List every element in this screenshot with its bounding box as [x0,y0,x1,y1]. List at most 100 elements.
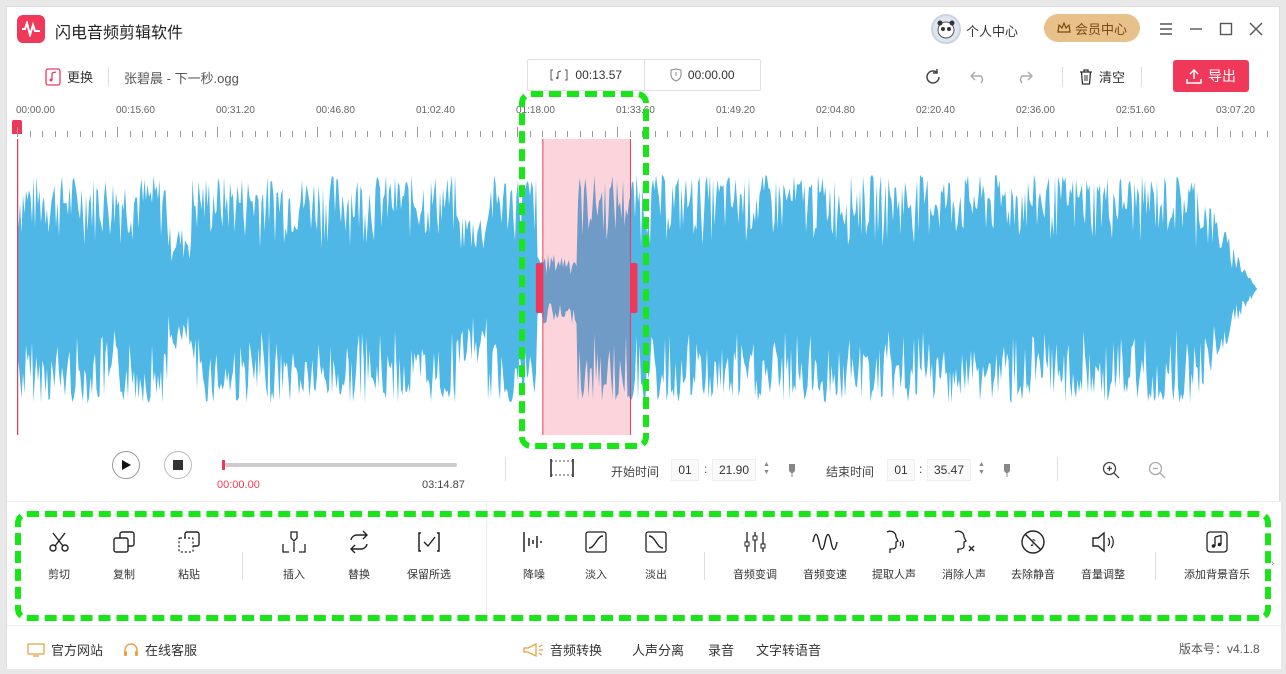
tool-insert[interactable]: 插入 [259,528,329,582]
record-link[interactable]: 录音 [708,643,735,658]
tool-volume[interactable]: 音量调整 [1068,528,1138,582]
ruler-label: 01:49.20 [716,105,755,116]
ruler-tick [829,131,831,137]
ruler-tick [1217,127,1218,137]
play-button[interactable] [112,451,140,479]
zoom-in-icon[interactable] [1102,461,1120,482]
separate-link[interactable]: 人声分离 [632,643,685,658]
ruler-tick [767,131,768,137]
undo-icon[interactable] [967,65,991,89]
tool-replace[interactable]: 替换 [324,528,394,582]
time-ruler[interactable]: 00:00.00 00:15.60 00:31.20 00:46.80 01:02.40… [7,103,1281,139]
divider [1062,67,1063,87]
tool-label: 音量调整 [1081,569,1125,581]
tool-remove-vocal[interactable]: 消除人声 [929,528,999,582]
divider [242,552,243,580]
start-second-input[interactable]: 21.90 [712,459,756,481]
stop-button[interactable] [164,451,192,479]
start-minute-input[interactable]: 01 [671,459,699,481]
ruler-tick [1229,131,1231,137]
tool-add-bgm[interactable]: 添加背景音乐 [1182,528,1252,582]
volume-icon [1089,528,1117,556]
end-pin-icon[interactable] [1002,463,1012,480]
menu-icon[interactable] [1154,17,1178,41]
ruler-tick [1242,131,1243,137]
close-icon[interactable] [1244,17,1268,41]
minimize-icon[interactable] [1184,17,1208,41]
end-stepper[interactable]: ▲ ▼ [978,461,985,476]
end-minute-input[interactable]: 01 [887,459,915,481]
website-link[interactable]: 官方网站 [27,640,103,659]
convert-link[interactable]: 音频转换 [522,640,602,659]
tool-cut[interactable]: 剪切 [24,528,94,582]
tts-link[interactable]: 文字转语音 [756,643,822,658]
divider [704,552,705,580]
ruler-tick [1029,131,1031,137]
tool-label: 粘贴 [178,569,200,581]
selection-length: 00:13.57 [528,60,644,90]
scroll-right-icon[interactable]: › [1271,558,1275,569]
maximize-icon[interactable] [1214,17,1238,41]
selection-region[interactable] [542,139,631,435]
ruler-tick [92,131,93,137]
ruler-tick [504,131,506,137]
selection-end-handle[interactable] [630,263,638,313]
tool-extract-vocal[interactable]: 提取人声 [859,528,929,582]
ruler-tick [1004,131,1006,137]
user-center-link[interactable]: 个人中心 [966,24,1019,39]
export-button[interactable]: 导出 [1173,60,1249,92]
ruler-tick [1054,131,1056,137]
ruler-tick [192,131,193,137]
start-colon: : [704,462,708,476]
play-icon [122,460,131,470]
selection-start-handle[interactable] [535,263,543,313]
end-second-input[interactable]: 35.47 [927,459,971,481]
progress-handle[interactable] [222,460,225,470]
vip-center-button[interactable]: 会员中心 [1044,14,1140,42]
avatar[interactable] [931,14,961,44]
ruler-label: 01:02.40 [416,105,455,116]
ruler-tick [1067,131,1068,137]
tool-copy[interactable]: 复制 [89,528,159,582]
tool-pitch[interactable]: 音频变调 [720,528,790,582]
start-pin-icon[interactable] [787,463,797,480]
ruler-tick [229,131,231,137]
ruler-tick [179,131,181,137]
tool-fade-out[interactable]: 淡出 [621,528,691,582]
tool-paste[interactable]: 粘贴 [154,528,224,582]
ruler-tick [679,131,681,137]
replace-label: 更换 [67,70,94,85]
tool-label: 音频变速 [803,569,847,581]
support-link[interactable]: 在线客服 [123,640,197,659]
progress-track[interactable] [222,460,457,470]
ruler-tick [479,131,481,137]
ruler-tick [817,127,818,137]
ruler-tick [1079,131,1081,137]
ruler-tick [1167,131,1168,137]
ruler-tick [117,127,118,137]
tool-keep-selection[interactable]: 保留所选 [394,528,464,582]
zoom-out-icon[interactable] [1148,461,1166,482]
ruler-label: 00:15.60 [116,105,155,116]
tool-label: 复制 [113,569,135,581]
ruler-tick [917,127,918,137]
refresh-icon[interactable] [921,65,945,89]
tool-speed[interactable]: 音频变速 [790,528,860,582]
waveform[interactable] [17,139,1269,435]
clear-button[interactable]: 清空 [1079,67,1125,86]
ruler-tick [942,131,943,137]
tool-label: 插入 [283,569,305,581]
divider [108,67,109,87]
tool-label: 提取人声 [872,569,916,581]
tool-fade-in[interactable]: 淡入 [561,528,631,582]
tool-label: 降噪 [523,569,545,581]
start-stepper[interactable]: ▲ ▼ [763,461,770,476]
app-window: 闪电音频剪辑软件 个人中心 会员中心 更换 张碧晨 - 下一秒.ogg [6,6,1281,669]
redo-icon[interactable] [1012,65,1036,89]
replace-file-button[interactable]: 更换 [45,67,93,86]
start-time-label: 开始时间 [611,465,660,479]
tool-denoise[interactable]: 降噪 [499,528,569,582]
ruler-tick [317,127,318,137]
select-region-icon[interactable] [549,457,575,479]
tool-remove-silence[interactable]: ♪ 去除静音 [998,528,1068,582]
